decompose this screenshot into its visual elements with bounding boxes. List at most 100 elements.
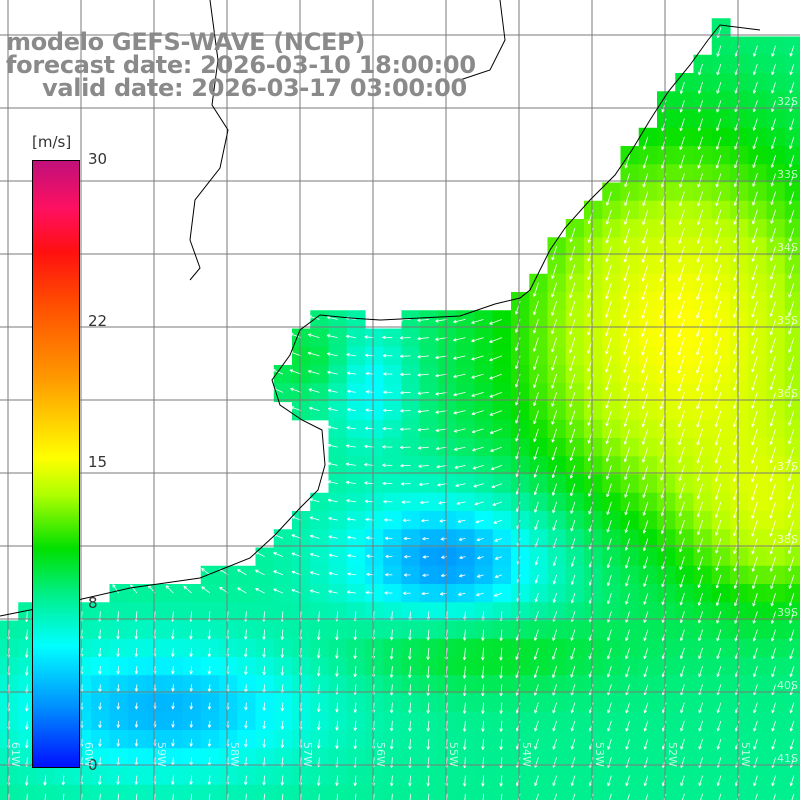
wind-arrow — [569, 300, 576, 317]
wind-cell — [401, 565, 421, 585]
wind-cell — [620, 766, 640, 786]
wind-arrow — [623, 300, 630, 319]
wind-cell — [730, 584, 749, 603]
wind-arrow — [98, 702, 102, 710]
wind-arrow — [389, 666, 394, 678]
wind-arrow — [679, 154, 685, 169]
wind-arrow — [552, 720, 557, 732]
wind-arrow — [715, 209, 722, 225]
wind-arrow — [698, 775, 703, 787]
wind-arrow — [98, 739, 102, 747]
wind-arrow — [116, 702, 121, 710]
wind-arrow — [697, 538, 703, 553]
wind-cell — [18, 784, 38, 800]
wind-arrow — [481, 775, 485, 787]
wind-cell — [273, 383, 293, 403]
wind-arrow — [318, 793, 320, 800]
wind-cell — [492, 456, 512, 476]
wind-cell — [511, 657, 530, 676]
wind-arrow — [385, 554, 393, 559]
wind-arrow — [770, 227, 776, 243]
wind-arrow — [171, 702, 175, 710]
wind-arrow — [400, 427, 411, 431]
wind-arrow — [770, 209, 776, 224]
wind-cell — [511, 438, 530, 457]
wind-arrow — [677, 319, 685, 338]
wind-cell — [547, 547, 567, 567]
wind-cell — [492, 310, 512, 330]
wind-cell — [657, 328, 676, 348]
wind-arrow — [426, 647, 430, 660]
wind-arrow — [789, 738, 795, 750]
wind-arrow — [788, 373, 795, 390]
wind-cell — [383, 419, 403, 439]
wind-arrow — [290, 387, 302, 393]
wind-cell — [365, 401, 384, 421]
wind-cell — [693, 784, 713, 800]
wind-arrow — [489, 392, 503, 398]
wind-arrow — [262, 647, 266, 658]
wind-cell — [310, 565, 330, 585]
wind-arrow — [533, 483, 539, 496]
wind-arrow — [453, 392, 466, 397]
wind-cell — [383, 584, 403, 603]
wind-arrow — [734, 45, 740, 57]
wind-arrow — [417, 446, 429, 450]
wind-arrow — [716, 665, 722, 678]
wind-arrow — [382, 353, 393, 358]
wind-arrow — [347, 389, 356, 394]
wind-arrow — [453, 355, 466, 360]
wind-arrow — [280, 647, 285, 658]
wind-cell — [401, 547, 421, 567]
wind-arrow — [289, 332, 302, 338]
wind-arrow — [435, 410, 448, 414]
wind-arrow — [554, 793, 557, 800]
wind-arrow — [789, 665, 795, 677]
wind-arrow — [696, 410, 703, 428]
wind-arrow — [384, 536, 393, 540]
wind-cell — [346, 584, 366, 603]
wind-arrow — [533, 337, 539, 352]
wind-arrow — [570, 738, 576, 750]
wind-arrow — [696, 392, 703, 410]
wind-cell — [492, 401, 512, 421]
wind-cell — [456, 784, 476, 800]
wind-cell — [456, 401, 476, 421]
wind-arrow — [335, 647, 339, 659]
wind-arrow — [422, 573, 429, 577]
wind-cell — [693, 730, 713, 749]
wind-arrow — [714, 446, 722, 464]
wind-arrow — [680, 702, 685, 714]
wind-cell — [346, 474, 366, 494]
wind-arrow — [788, 355, 795, 371]
wind-cell — [365, 474, 384, 494]
wind-cell — [584, 547, 603, 567]
wind-cell — [638, 784, 658, 800]
colorbar-tick-label: 30 — [88, 150, 108, 168]
wind-arrow — [471, 337, 484, 343]
wind-arrow — [643, 720, 649, 732]
wind-cell — [766, 292, 786, 311]
wind-cell — [419, 328, 439, 348]
wind-arrow — [171, 629, 175, 640]
wind-arrow — [641, 355, 649, 374]
wind-arrow — [751, 410, 758, 427]
wind-cell — [383, 456, 403, 476]
wind-arrow — [623, 355, 630, 373]
wind-arrow — [473, 483, 484, 488]
wind-arrow — [752, 629, 758, 642]
wind-cell — [620, 474, 640, 494]
wind-arrow — [458, 592, 466, 596]
wind-arrow — [714, 410, 722, 428]
wind-arrow — [493, 519, 503, 524]
wind-arrow — [462, 720, 467, 732]
wind-arrow — [623, 282, 630, 300]
wind-arrow — [789, 629, 795, 642]
wind-cell — [456, 310, 476, 330]
wind-cell — [438, 547, 457, 567]
wind-cell — [784, 657, 800, 676]
wind-cell — [401, 492, 421, 512]
wind-cell — [547, 620, 567, 640]
wind-cell — [784, 584, 800, 603]
